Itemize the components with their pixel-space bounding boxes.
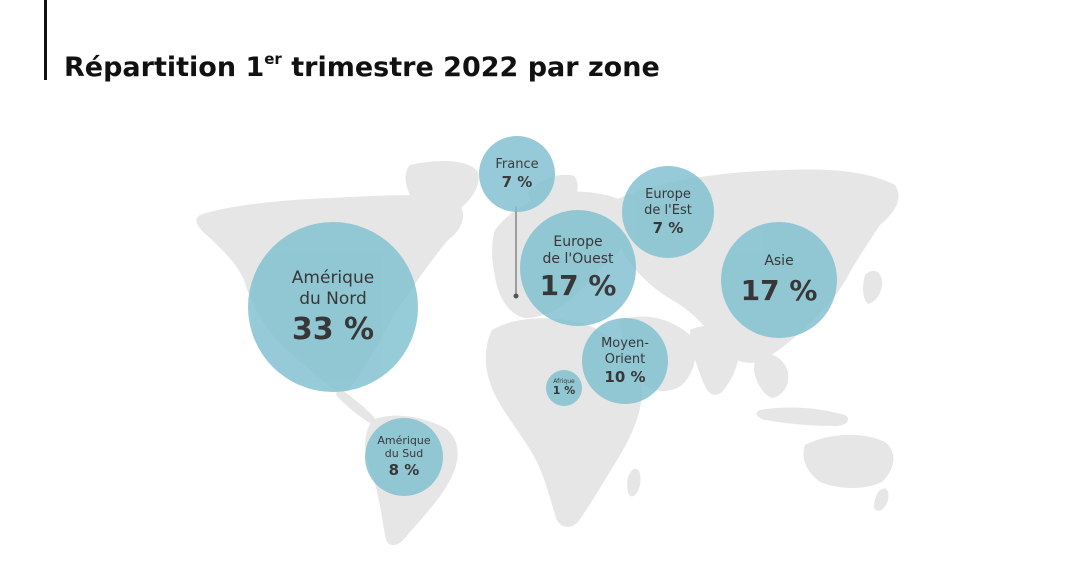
zone-value: 17 % — [539, 269, 617, 303]
slide-title: Répartition 1er trimestre 2022 par zone — [64, 50, 660, 83]
zone-value: 1 % — [552, 384, 576, 398]
zone-value: 10 % — [604, 368, 646, 387]
accent-bar — [44, 0, 47, 80]
zone-label: Asie — [764, 253, 794, 270]
bubble-europe-de-louest: Europe de l'Ouest 17 % — [520, 210, 636, 326]
zone-label: Amérique du Sud — [377, 434, 431, 461]
zone-value: 7 % — [652, 219, 684, 238]
zone-label: Europe de l'Ouest — [542, 234, 614, 267]
zone-label: Amérique du Nord — [291, 268, 375, 309]
bubble-moyen-orient: Moyen- Orient 10 % — [582, 318, 668, 404]
bubble-afrique: Afrique 1 % — [546, 370, 582, 406]
france-connector-dot — [513, 293, 519, 299]
zone-value: 33 % — [291, 311, 375, 347]
zone-label: Afrique — [553, 378, 575, 386]
zone-value: 8 % — [388, 461, 420, 480]
zone-label: Moyen- Orient — [601, 336, 649, 367]
zone-label: Europe de l'Est — [644, 187, 692, 218]
zone-value: 17 % — [740, 273, 818, 307]
zone-label: France — [495, 157, 539, 173]
bubble-amerique-du-sud: Amérique du Sud 8 % — [365, 418, 443, 496]
bubble-france: France 7 % — [479, 136, 555, 212]
bubble-asie: Asie 17 % — [721, 222, 837, 338]
zone-value: 7 % — [501, 173, 533, 192]
bubble-amerique-du-nord: Amérique du Nord 33 % — [248, 222, 418, 392]
bubble-europe-de-lest: Europe de l'Est 7 % — [622, 166, 714, 258]
